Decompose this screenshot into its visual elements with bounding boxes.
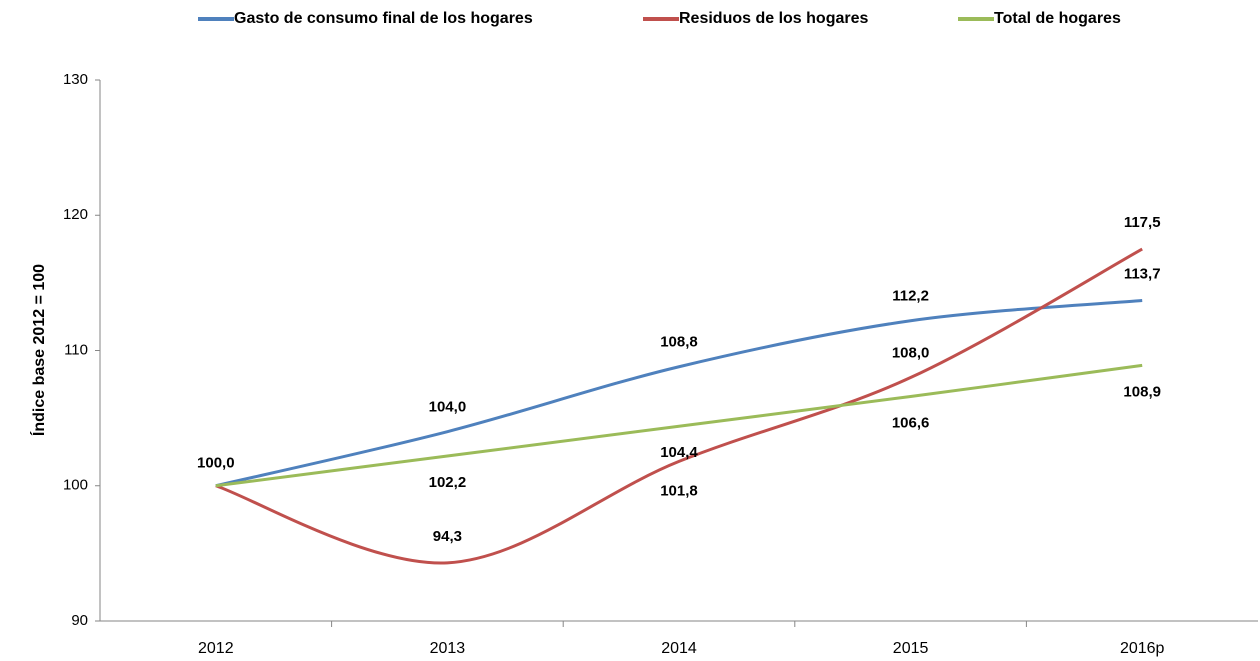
data-label: 108,8 — [660, 334, 698, 351]
data-label: 104,0 — [429, 399, 467, 416]
x-tick-label: 2015 — [893, 640, 929, 657]
data-label: 117,5 — [1124, 214, 1161, 231]
x-tick-label: 2012 — [198, 640, 234, 657]
y-axis-label: Índice base 2012 = 100 — [29, 264, 48, 436]
x-tick-label: 2014 — [661, 640, 697, 657]
data-label: 108,0 — [892, 345, 930, 362]
data-label: 94,3 — [433, 528, 462, 545]
data-label: 108,9 — [1123, 383, 1161, 400]
series-line — [215, 298, 1143, 488]
y-tick-label: 90 — [71, 612, 88, 629]
data-label: 101,8 — [660, 482, 698, 499]
data-label: 106,6 — [892, 414, 930, 431]
x-tick-label: 2016p — [1120, 640, 1165, 657]
data-label: 100,0 — [197, 455, 235, 472]
y-tick-label: 110 — [64, 341, 88, 358]
data-label: 102,2 — [429, 474, 467, 491]
data-label: 104,4 — [660, 444, 698, 461]
y-tick-label: 100 — [63, 477, 88, 494]
series-line — [215, 247, 1143, 565]
legend-label: Gasto de consumo final de los hogares — [234, 10, 533, 27]
legend-label: Total de hogares — [994, 10, 1121, 27]
series-line — [215, 363, 1143, 488]
y-tick-label: 130 — [63, 71, 88, 88]
y-tick-label: 120 — [63, 206, 88, 223]
data-label: 112,2 — [892, 288, 929, 305]
data-label: 113,7 — [1124, 265, 1161, 282]
legend-label: Residuos de los hogares — [679, 10, 868, 27]
x-tick-label: 2013 — [430, 640, 466, 657]
